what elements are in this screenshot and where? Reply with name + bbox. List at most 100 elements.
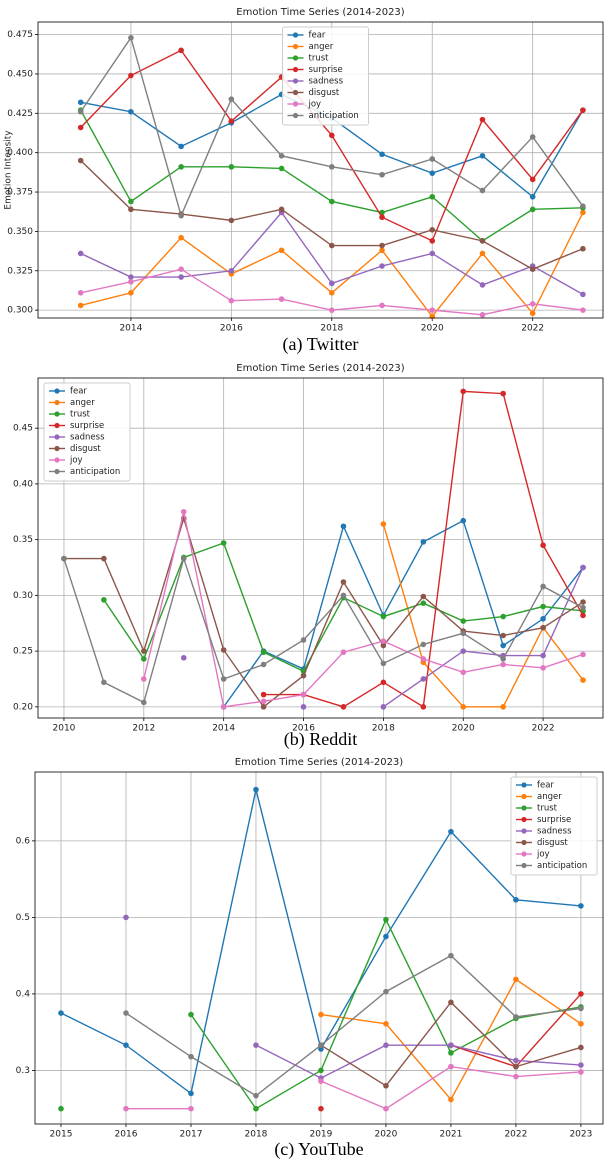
point [188, 1105, 194, 1112]
point [220, 676, 227, 682]
legend-swatch [292, 66, 299, 73]
chart-title: Emotion Time Series (2014-2023) [235, 757, 404, 768]
point [578, 903, 584, 909]
legend-label: surprise [70, 421, 104, 431]
legend-swatch [521, 839, 527, 846]
legend-box [43, 382, 131, 482]
point [77, 302, 84, 309]
point [580, 604, 586, 611]
point [513, 1063, 519, 1070]
point [340, 592, 347, 599]
point [77, 157, 84, 164]
point [329, 132, 335, 139]
series-line [143, 511, 584, 708]
point [580, 107, 586, 113]
y-tick-label: 0.35 [13, 535, 33, 545]
point [180, 655, 187, 661]
y-tick-label: 0.20 [13, 702, 33, 712]
legend-swatch [521, 862, 527, 869]
series-line [125, 954, 581, 1097]
point [77, 108, 84, 115]
point [61, 555, 67, 562]
point [101, 555, 107, 562]
legend-label: trust [70, 410, 91, 420]
point [318, 1011, 324, 1018]
point [578, 991, 584, 997]
point [300, 691, 307, 698]
legend-label: joy [69, 456, 83, 466]
point [141, 656, 147, 662]
legend-label: anticipation [309, 111, 359, 121]
y-tick-label: 0.375 [7, 188, 33, 198]
legend-swatch [521, 782, 527, 788]
point [580, 203, 586, 210]
point [383, 916, 389, 923]
point [379, 263, 385, 269]
point [178, 164, 184, 170]
point [420, 600, 427, 606]
x-tick-label: 2022 [521, 324, 544, 334]
caption: (c) YouTube [274, 1139, 363, 1160]
point [448, 1096, 454, 1103]
point [228, 297, 235, 304]
point [540, 665, 546, 671]
x-tick-label: 2020 [374, 1130, 397, 1140]
point [318, 1042, 324, 1048]
point [329, 290, 335, 296]
legend-swatch [521, 828, 527, 834]
point [479, 312, 486, 318]
x-tick-label: 2010 [53, 724, 76, 734]
point [77, 290, 84, 296]
point [513, 1014, 519, 1020]
point [513, 1057, 519, 1064]
point [448, 1050, 454, 1056]
point [580, 209, 586, 216]
point [128, 206, 134, 213]
legend-label: trust [309, 54, 330, 64]
point [260, 661, 267, 668]
point [429, 307, 436, 313]
point [178, 266, 184, 272]
x-tick-label: 2019 [309, 1130, 332, 1140]
y-tick-label: 0.4 [16, 989, 31, 999]
x-tick-label: 2018 [245, 1130, 268, 1140]
point [178, 143, 184, 150]
point [380, 704, 387, 710]
caption: (a) Twitter [283, 334, 359, 355]
point [460, 648, 467, 654]
point [253, 1042, 259, 1048]
legend-label: disgust [70, 444, 101, 454]
legend-label: anticipation [537, 861, 587, 871]
point [580, 677, 586, 683]
point [318, 1067, 324, 1074]
point [448, 1063, 454, 1070]
point [220, 540, 227, 546]
point [253, 786, 259, 793]
point [460, 388, 467, 395]
point [580, 599, 586, 605]
point [380, 642, 387, 649]
point [178, 234, 184, 241]
point [479, 187, 486, 194]
legend-label: sadness [70, 433, 105, 443]
point [123, 1042, 129, 1048]
legend-label: fear [309, 31, 326, 41]
point [580, 307, 586, 313]
point [123, 1105, 129, 1112]
x-tick-label: 2014 [119, 324, 142, 334]
point [300, 637, 307, 643]
y-tick-label: 0.3 [16, 1066, 30, 1076]
point [380, 638, 387, 644]
point [448, 1042, 454, 1048]
point [228, 217, 235, 224]
point [513, 976, 519, 983]
series-line [382, 523, 584, 708]
point [178, 47, 184, 54]
point [580, 245, 586, 252]
point [220, 704, 227, 710]
y-tick-label: 0.425 [7, 109, 33, 119]
point [178, 212, 184, 219]
y-tick-label: 0.5 [16, 913, 30, 923]
legend-swatch [521, 793, 527, 800]
